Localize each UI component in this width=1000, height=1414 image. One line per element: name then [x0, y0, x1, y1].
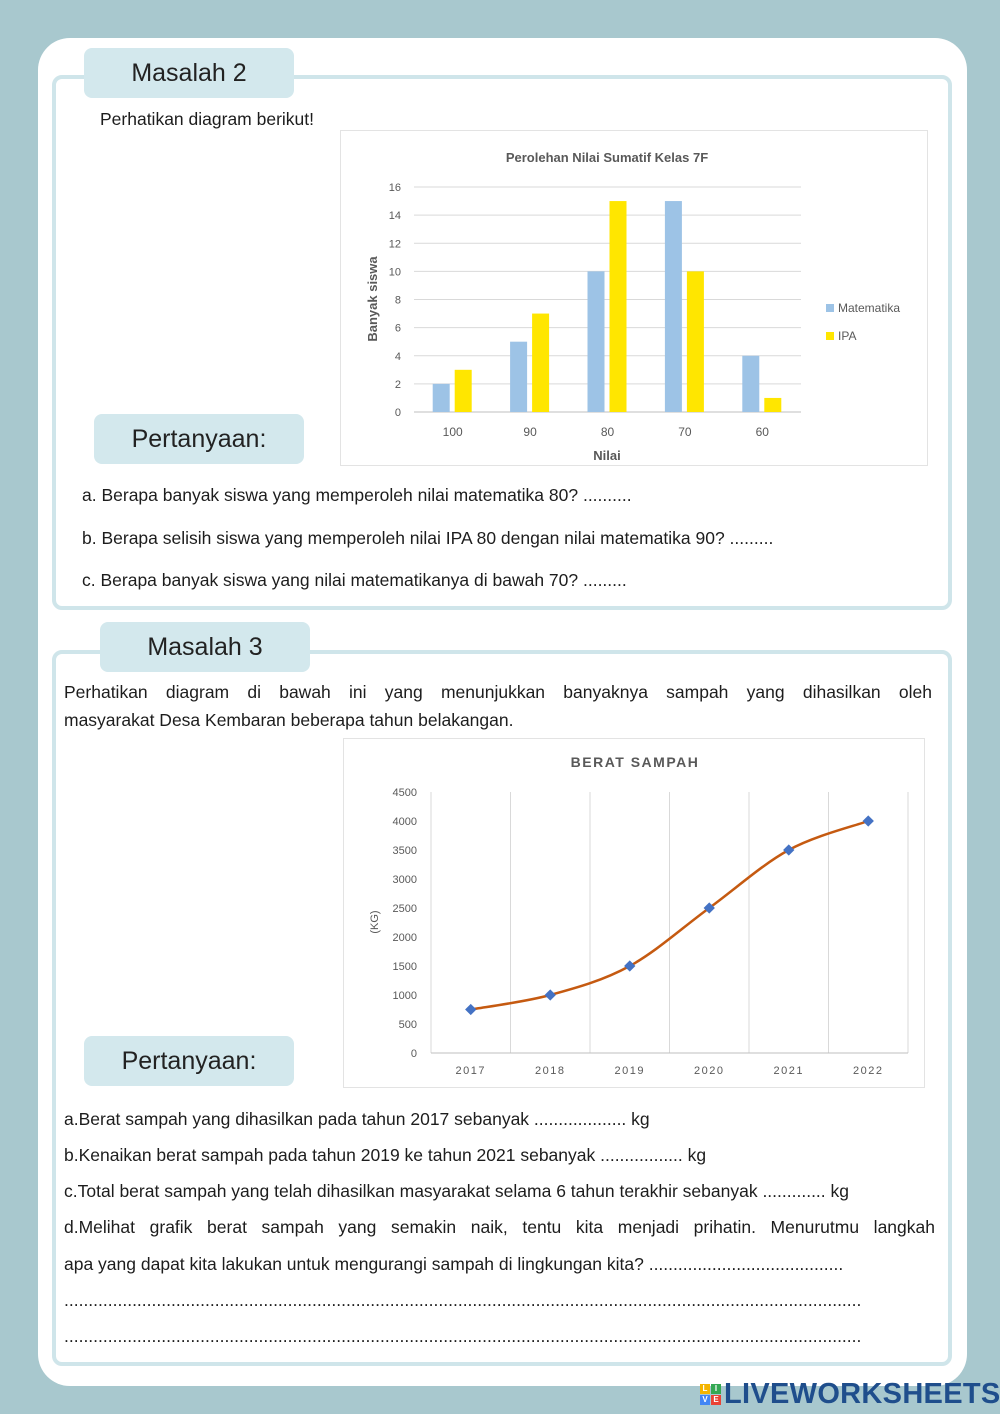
x-tick-label: 100 — [443, 425, 463, 439]
y-axis-label: (KG) — [369, 910, 381, 933]
x-tick-label: 2022 — [853, 1065, 883, 1077]
chart-title: Perolehan Nilai Sumatif Kelas 7F — [506, 150, 708, 165]
masalah3-question-d-cont: apa yang dapat kita lakukan untuk mengur… — [64, 1254, 844, 1274]
y-tick-label: 16 — [389, 182, 401, 194]
y-tick-label: 2 — [395, 379, 401, 391]
x-tick-label: 2020 — [694, 1065, 724, 1077]
y-tick-label: 2500 — [393, 903, 417, 915]
data-point-marker — [465, 1003, 477, 1016]
x-tick-label: 90 — [523, 425, 537, 439]
bar-ipa — [532, 313, 550, 412]
masalah2-question-c: c. Berapa banyak siswa yang nilai matema… — [82, 570, 627, 590]
bar-matematika — [587, 271, 605, 412]
y-tick-label: 3500 — [393, 845, 417, 857]
y-tick-label: 500 — [399, 1019, 417, 1031]
y-axis-label: Banyak siswa — [365, 256, 380, 342]
bar-matematika — [664, 201, 682, 412]
chart-title: BERAT SAMPAH — [571, 754, 700, 770]
legend-label: Matematika — [838, 301, 900, 315]
x-tick-label: 70 — [678, 425, 692, 439]
y-tick-label: 3000 — [393, 874, 417, 886]
y-tick-label: 1000 — [393, 990, 417, 1002]
data-point-marker — [703, 902, 715, 914]
masalah3-title: Masalah 3 — [100, 622, 310, 672]
bar-matematika — [742, 355, 760, 412]
bar-ipa — [686, 271, 704, 412]
logo-letter: V — [700, 1395, 710, 1405]
y-tick-label: 14 — [389, 210, 401, 222]
logo-letter: L — [700, 1384, 710, 1394]
x-tick-label: 2017 — [456, 1065, 486, 1077]
bar-ipa — [454, 369, 472, 412]
masalah3-question-a: a.Berat sampah yang dihasilkan pada tahu… — [64, 1109, 650, 1129]
bar-ipa — [764, 397, 782, 412]
legend-swatch — [826, 332, 834, 340]
data-point-marker — [862, 815, 874, 827]
data-point-marker — [544, 989, 556, 1001]
x-tick-label: 80 — [601, 425, 615, 439]
x-tick-label: 2018 — [535, 1065, 565, 1077]
legend-label: IPA — [838, 329, 856, 343]
y-tick-label: 2000 — [393, 932, 417, 944]
y-tick-label: 4 — [395, 351, 401, 363]
bar-matematika — [510, 341, 528, 412]
masalah2-question-a: a. Berapa banyak siswa yang memperoleh n… — [82, 485, 632, 505]
data-point-marker — [624, 960, 636, 972]
logo-squares-icon: L I V E — [700, 1384, 721, 1405]
masalah2-question-b: b. Berapa selisih siswa yang memperoleh … — [82, 528, 774, 548]
masalah3-pertanyaan-label: Pertanyaan: — [84, 1036, 294, 1086]
line-chart: BERAT SAMPAH 0 500 1000 1500 2000 2500 3000 3500… — [343, 738, 925, 1088]
masalah3-question-d: d.Melihat grafik berat sampah yang semak… — [64, 1217, 935, 1237]
masalah2-title: Masalah 2 — [84, 48, 294, 98]
x-axis-label: Nilai — [593, 448, 620, 463]
x-tick-label: 2021 — [774, 1065, 804, 1077]
masalah2-pertanyaan-label: Pertanyaan: — [94, 414, 304, 464]
logo-letter: E — [711, 1395, 721, 1405]
y-tick-label: 12 — [389, 238, 401, 250]
masalah3-question-c: c.Total berat sampah yang telah dihasilk… — [64, 1181, 849, 1201]
masalah3-question-b: b.Kenaikan berat sampah pada tahun 2019 … — [64, 1145, 707, 1165]
x-tick-label: 2019 — [615, 1065, 645, 1077]
masalah3-intro-line2: masyarakat Desa Kembaran beberapa tahun … — [64, 710, 514, 730]
legend-swatch — [826, 304, 834, 312]
liveworksheets-logo: L I V E LIVEWORKSHEETS — [700, 1378, 1000, 1411]
answer-line-1[interactable]: ........................................… — [64, 1290, 862, 1310]
masalah2-box — [52, 75, 952, 610]
bar-chart: Perolehan Nilai Sumatif Kelas 7F 0 2 4 6 8 10 1… — [340, 130, 928, 466]
data-point-marker — [783, 844, 795, 856]
x-tick-label: 60 — [756, 425, 770, 439]
masalah3-intro-line1: Perhatikan diagram di bawah ini yang men… — [64, 682, 932, 702]
y-tick-label: 0 — [395, 407, 401, 419]
logo-letter: I — [711, 1384, 721, 1394]
bar-ipa — [609, 201, 627, 412]
y-tick-label: 1500 — [393, 961, 417, 973]
y-tick-label: 4000 — [393, 816, 417, 828]
logo-text: LIVEWORKSHEETS — [724, 1378, 1000, 1410]
bar-matematika — [432, 383, 450, 412]
y-tick-label: 8 — [395, 295, 401, 307]
masalah3-box — [52, 650, 952, 1366]
y-tick-label: 10 — [389, 266, 401, 278]
y-tick-label: 0 — [411, 1048, 417, 1060]
masalah2-intro: Perhatikan diagram berikut! — [100, 109, 314, 129]
y-tick-label: 6 — [395, 323, 401, 335]
y-tick-label: 4500 — [393, 787, 417, 799]
answer-line-2[interactable]: ........................................… — [64, 1326, 862, 1346]
